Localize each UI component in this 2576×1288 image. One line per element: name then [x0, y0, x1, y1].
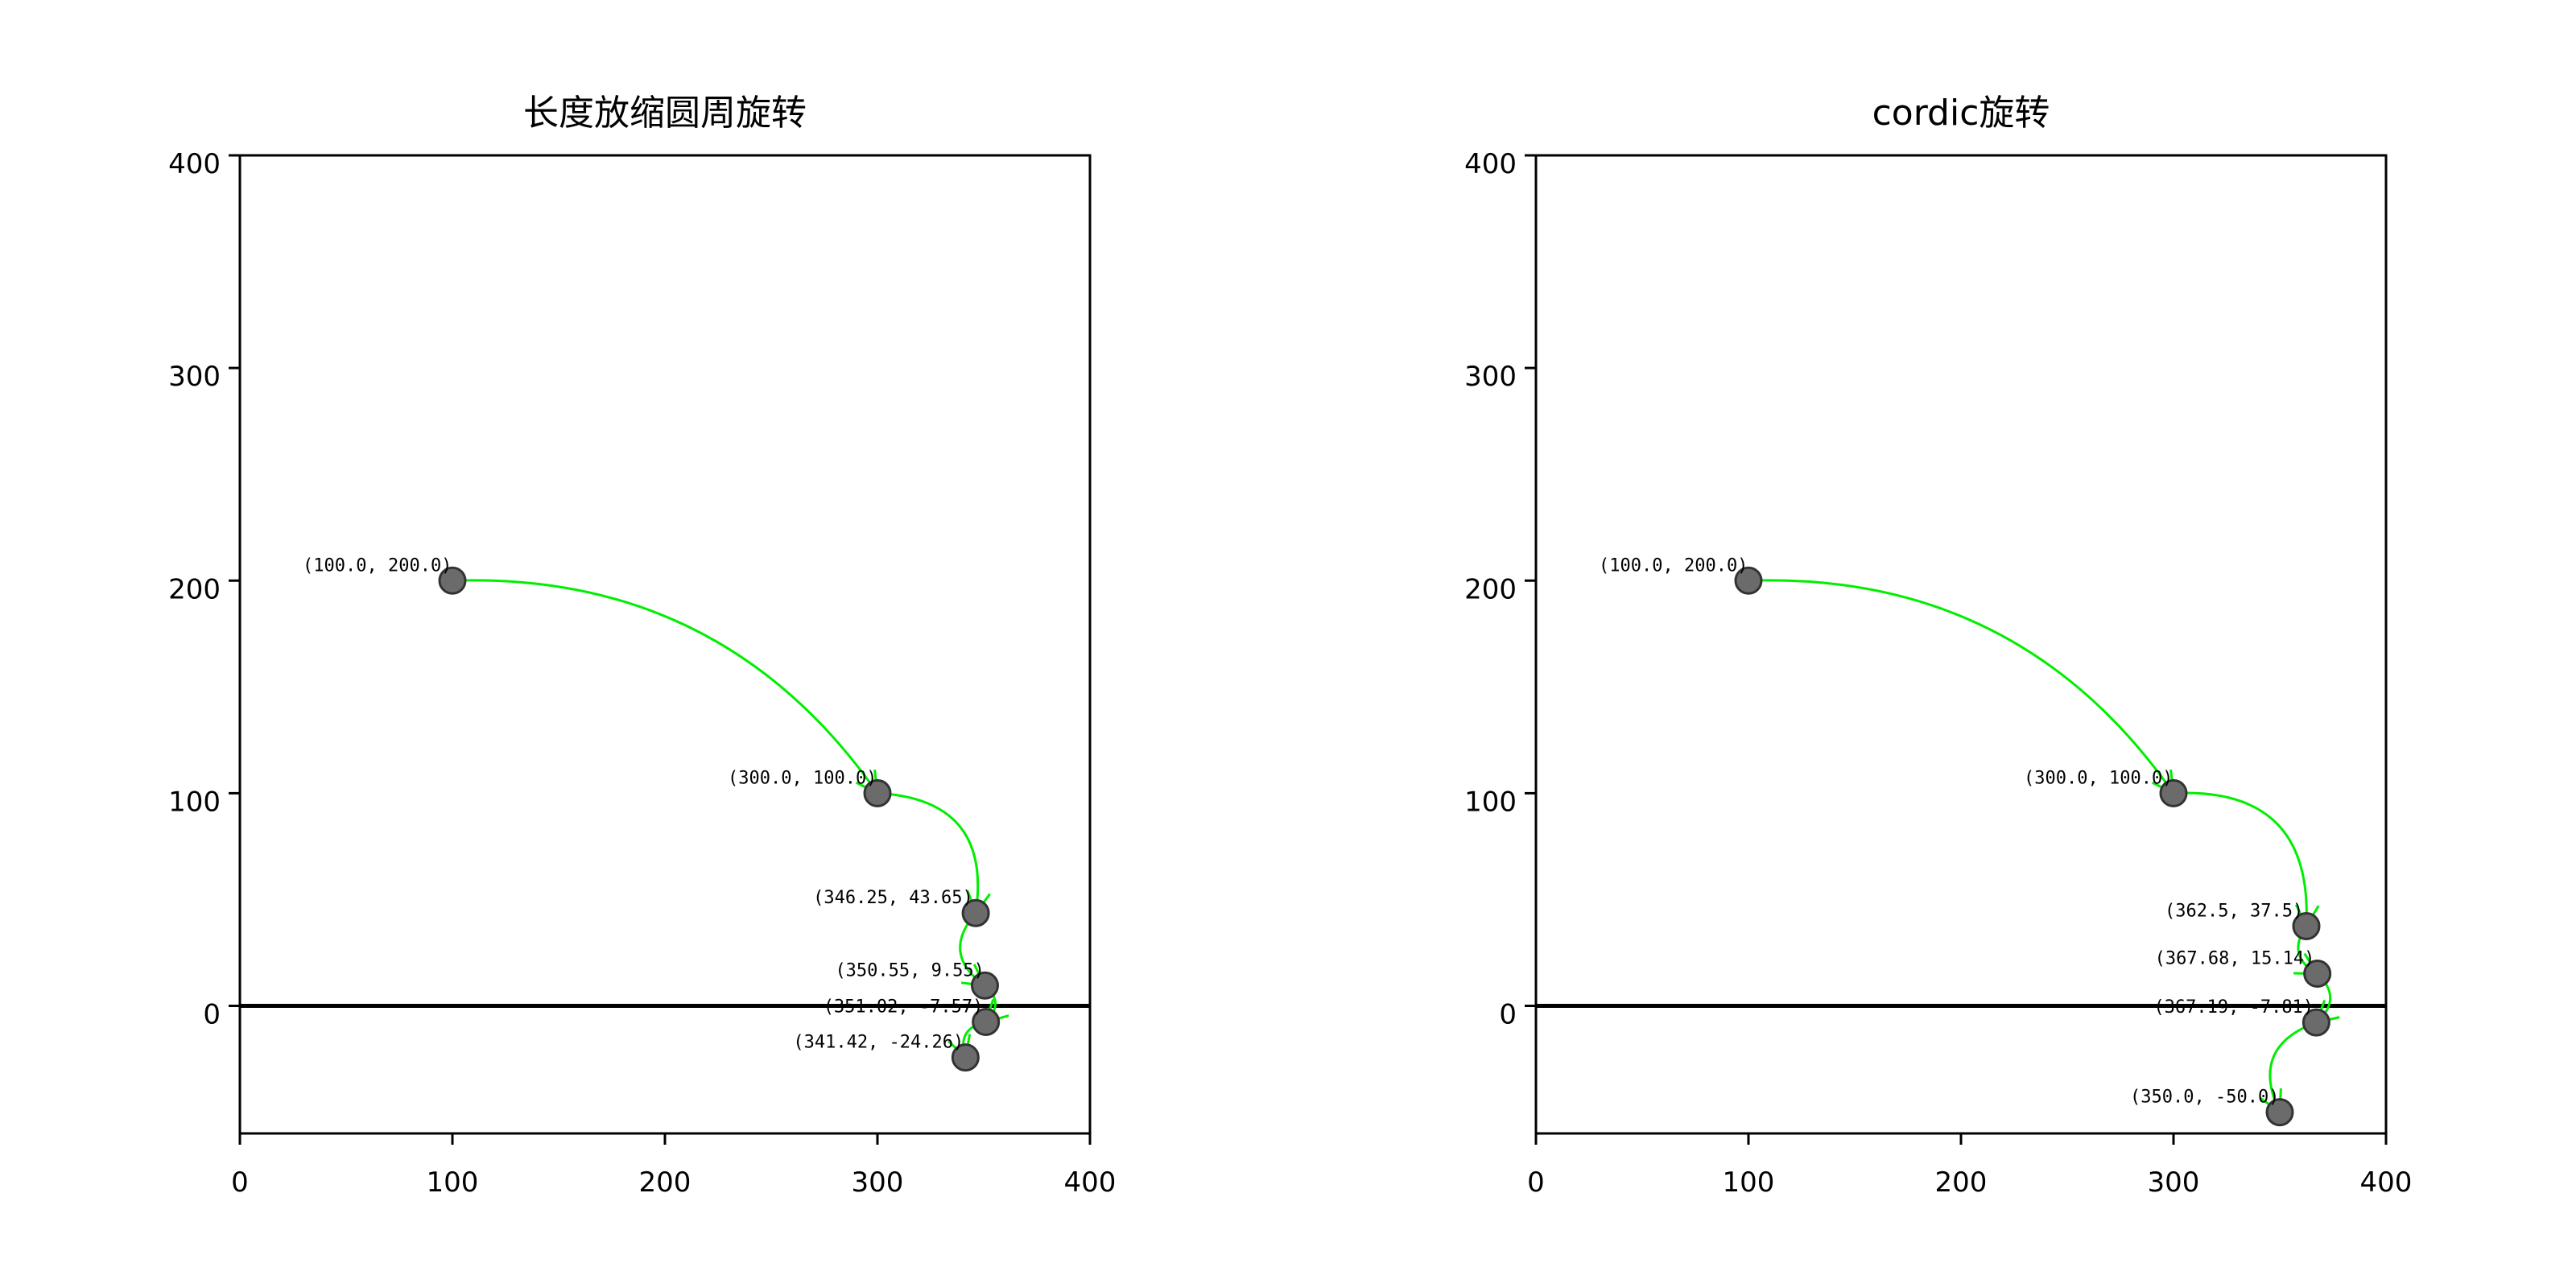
left-x-tick-label: 300 [852, 1166, 904, 1199]
right-x-tick-label: 200 [1935, 1166, 1988, 1199]
left-data-point [961, 898, 990, 927]
right-point-label: (300.0, 100.0) [2024, 768, 2173, 788]
left-arrow-0 [452, 579, 879, 795]
left-y-tick-label: 400 [168, 148, 221, 180]
right-x-tick-label: 100 [1723, 1166, 1775, 1199]
right-y-tick-label: 300 [1464, 361, 1517, 393]
left-point-label: (351.02, -7.57) [824, 997, 984, 1018]
right-data-point [2303, 960, 2332, 989]
left-y-tick-label: 0 [203, 999, 221, 1031]
left-data-point [863, 778, 892, 807]
left-x-tick-label: 400 [1064, 1166, 1117, 1199]
right-axes-frame [1534, 154, 2388, 1135]
right-point-label: (100.0, 200.0) [1599, 555, 1748, 576]
left-data-point [970, 971, 999, 1000]
left-data-point [438, 566, 467, 595]
left-point-label: (300.0, 100.0) [728, 768, 877, 788]
left-data-point [951, 1043, 980, 1072]
left-data-point [972, 1008, 1001, 1037]
right-point-label: (350.0, -50.0) [2130, 1088, 2279, 1108]
right-data-point [2292, 911, 2321, 940]
left-point-label: (346.25, 43.65) [813, 888, 973, 908]
right-arrow-1 [2173, 791, 2308, 927]
right-point-label: (362.5, 37.5) [2165, 901, 2303, 921]
right-y-tick-label: 0 [1499, 999, 1517, 1031]
left-y-tick-label: 300 [168, 361, 221, 393]
left-x-tick-label: 100 [427, 1166, 479, 1199]
left-axes-frame [238, 154, 1092, 1135]
left-point-label: (341.42, -24.26) [793, 1033, 964, 1053]
right-y-tick-label: 100 [1464, 786, 1517, 818]
left-y-tick-label: 200 [168, 573, 221, 605]
left-chart-panel: 长度放缩圆周旋转 0 100 200 300 400 0 100 200 300 400 (100.… [168, 93, 1116, 1199]
right-point-label: (367.68, 15.14) [2155, 949, 2315, 969]
left-arrow-1 [877, 791, 980, 914]
left-chart-title: 长度放缩圆周旋转 [523, 93, 807, 134]
right-chart-panel: cordic旋转 0 100 200 300 400 0 100 200 300 400 (100.… [1464, 93, 2412, 1199]
right-data-point [2265, 1098, 2294, 1127]
right-arrow-0 [1748, 579, 2175, 795]
right-point-label: (367.19, -7.81) [2153, 997, 2314, 1018]
right-x-tick-label: 400 [2360, 1166, 2413, 1199]
right-arrow-4 [2268, 1021, 2317, 1113]
right-data-point [2159, 778, 2188, 807]
right-chart-title: cordic旋转 [1872, 93, 2050, 134]
right-x-tick-label: 0 [1527, 1166, 1545, 1199]
right-y-tick-label: 200 [1464, 573, 1517, 605]
right-y-tick-label: 400 [1464, 148, 1517, 180]
left-x-tick-label: 0 [231, 1166, 249, 1199]
left-point-label: (100.0, 200.0) [303, 555, 452, 576]
right-data-point [2301, 1008, 2330, 1037]
left-x-tick-label: 200 [639, 1166, 691, 1199]
left-point-label: (350.55, 9.55) [835, 960, 984, 980]
right-x-tick-label: 300 [2148, 1166, 2200, 1199]
right-data-point [1734, 566, 1763, 595]
left-y-tick-label: 100 [168, 786, 221, 818]
